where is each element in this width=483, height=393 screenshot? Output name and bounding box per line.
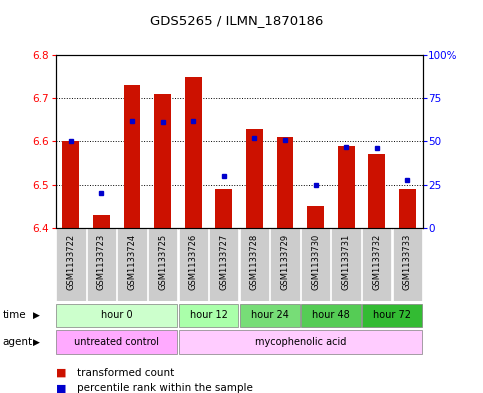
Bar xyxy=(399,189,416,228)
FancyBboxPatch shape xyxy=(393,228,422,301)
Text: GSM1133724: GSM1133724 xyxy=(128,234,137,290)
Text: GSM1133726: GSM1133726 xyxy=(189,234,198,290)
Text: ▶: ▶ xyxy=(33,338,40,347)
Text: GSM1133723: GSM1133723 xyxy=(97,234,106,290)
Text: GSM1133727: GSM1133727 xyxy=(219,234,228,290)
FancyBboxPatch shape xyxy=(240,304,299,327)
Bar xyxy=(185,77,201,228)
Text: time: time xyxy=(2,310,26,320)
Text: hour 72: hour 72 xyxy=(373,310,411,320)
Bar xyxy=(215,189,232,228)
Bar xyxy=(154,94,171,228)
Bar xyxy=(246,129,263,228)
FancyBboxPatch shape xyxy=(270,228,299,301)
Text: GSM1133725: GSM1133725 xyxy=(158,234,167,290)
Text: hour 0: hour 0 xyxy=(101,310,132,320)
FancyBboxPatch shape xyxy=(56,228,85,301)
FancyBboxPatch shape xyxy=(362,228,391,301)
Text: ■: ■ xyxy=(56,367,66,378)
FancyBboxPatch shape xyxy=(301,228,330,301)
Text: ■: ■ xyxy=(56,383,66,393)
Text: GSM1133731: GSM1133731 xyxy=(341,234,351,290)
Bar xyxy=(369,154,385,228)
Text: transformed count: transformed count xyxy=(77,367,174,378)
Bar xyxy=(277,137,293,228)
FancyBboxPatch shape xyxy=(87,228,116,301)
FancyBboxPatch shape xyxy=(179,304,239,327)
Text: GSM1133728: GSM1133728 xyxy=(250,234,259,290)
FancyBboxPatch shape xyxy=(148,228,177,301)
Bar xyxy=(62,141,79,228)
FancyBboxPatch shape xyxy=(179,228,208,301)
Text: GSM1133732: GSM1133732 xyxy=(372,234,381,290)
FancyBboxPatch shape xyxy=(209,228,239,301)
FancyBboxPatch shape xyxy=(362,304,422,327)
Text: GSM1133722: GSM1133722 xyxy=(66,234,75,290)
FancyBboxPatch shape xyxy=(56,331,177,354)
Text: hour 24: hour 24 xyxy=(251,310,289,320)
Text: percentile rank within the sample: percentile rank within the sample xyxy=(77,383,253,393)
FancyBboxPatch shape xyxy=(179,331,422,354)
Text: hour 48: hour 48 xyxy=(312,310,350,320)
Text: GSM1133729: GSM1133729 xyxy=(281,234,289,290)
FancyBboxPatch shape xyxy=(56,304,177,327)
Text: agent: agent xyxy=(2,337,32,347)
Text: GDS5265 / ILMN_1870186: GDS5265 / ILMN_1870186 xyxy=(150,14,323,27)
Bar xyxy=(124,85,141,228)
Text: hour 12: hour 12 xyxy=(189,310,227,320)
Bar xyxy=(338,146,355,228)
Bar xyxy=(93,215,110,228)
FancyBboxPatch shape xyxy=(240,228,269,301)
Text: mycophenolic acid: mycophenolic acid xyxy=(255,337,346,347)
Text: GSM1133733: GSM1133733 xyxy=(403,234,412,290)
Text: untreated control: untreated control xyxy=(74,337,159,347)
FancyBboxPatch shape xyxy=(301,304,361,327)
Text: ▶: ▶ xyxy=(33,311,40,320)
FancyBboxPatch shape xyxy=(117,228,147,301)
Text: GSM1133730: GSM1133730 xyxy=(311,234,320,290)
Bar xyxy=(307,206,324,228)
FancyBboxPatch shape xyxy=(331,228,361,301)
